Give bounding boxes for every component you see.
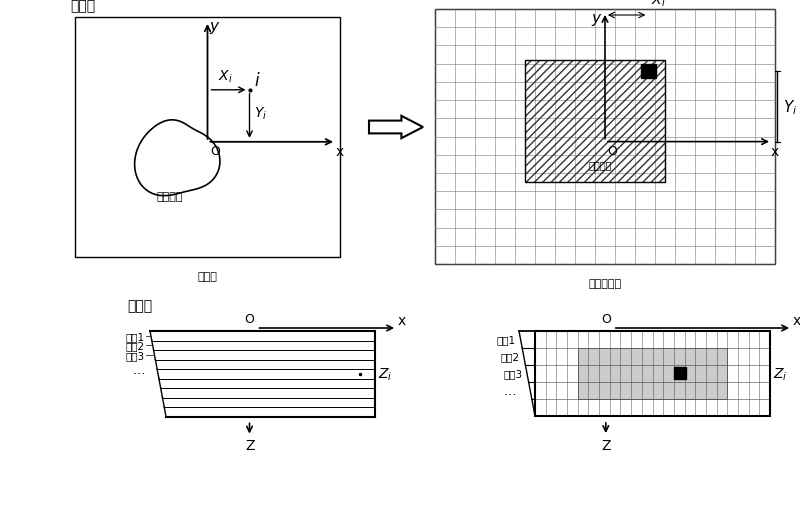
Text: 铺层3: 铺层3 — [126, 350, 145, 360]
Bar — [525, 61, 665, 183]
Text: 层压板: 层压板 — [198, 272, 218, 281]
Bar — [525, 61, 665, 183]
Bar — [435, 10, 775, 265]
Text: 损伤单元: 损伤单元 — [588, 160, 612, 170]
Text: 铺层2: 铺层2 — [126, 340, 145, 350]
Bar — [535, 331, 770, 416]
Text: 铺层1: 铺层1 — [497, 335, 516, 345]
Text: 铺层3: 铺层3 — [503, 369, 522, 379]
Text: $Y_i$: $Y_i$ — [254, 106, 266, 122]
Text: $Z_i$: $Z_i$ — [378, 366, 393, 382]
Text: $Y_i$: $Y_i$ — [783, 98, 798, 116]
Text: x: x — [771, 144, 779, 158]
Text: 有限元模型: 有限元模型 — [589, 278, 622, 288]
Text: O: O — [245, 313, 254, 325]
Text: Z: Z — [246, 439, 255, 452]
Text: O: O — [210, 144, 220, 158]
Text: Z: Z — [602, 438, 611, 452]
Text: $X_i$: $X_i$ — [651, 0, 666, 9]
Text: $X_i$: $X_i$ — [218, 69, 233, 85]
Polygon shape — [674, 367, 686, 379]
Polygon shape — [369, 117, 423, 139]
Text: O: O — [601, 313, 610, 325]
Bar — [578, 348, 727, 399]
Text: 铺层2: 铺层2 — [500, 352, 519, 362]
Text: y: y — [210, 19, 218, 34]
Text: 损伤区域: 损伤区域 — [156, 191, 182, 201]
Bar — [75, 18, 340, 258]
Text: $Z_i$: $Z_i$ — [773, 366, 787, 382]
Text: x: x — [793, 314, 800, 327]
Text: O: O — [607, 144, 617, 157]
Text: …: … — [503, 384, 516, 397]
Text: x: x — [398, 314, 406, 327]
Text: y: y — [591, 11, 600, 26]
Text: 铺层1: 铺层1 — [126, 331, 145, 341]
Text: 正视图: 正视图 — [70, 0, 95, 13]
Text: x: x — [336, 144, 344, 159]
Text: …: … — [133, 363, 145, 376]
Text: $i$: $i$ — [254, 72, 261, 89]
Polygon shape — [641, 65, 655, 79]
Text: 俯视图: 俯视图 — [127, 298, 153, 313]
